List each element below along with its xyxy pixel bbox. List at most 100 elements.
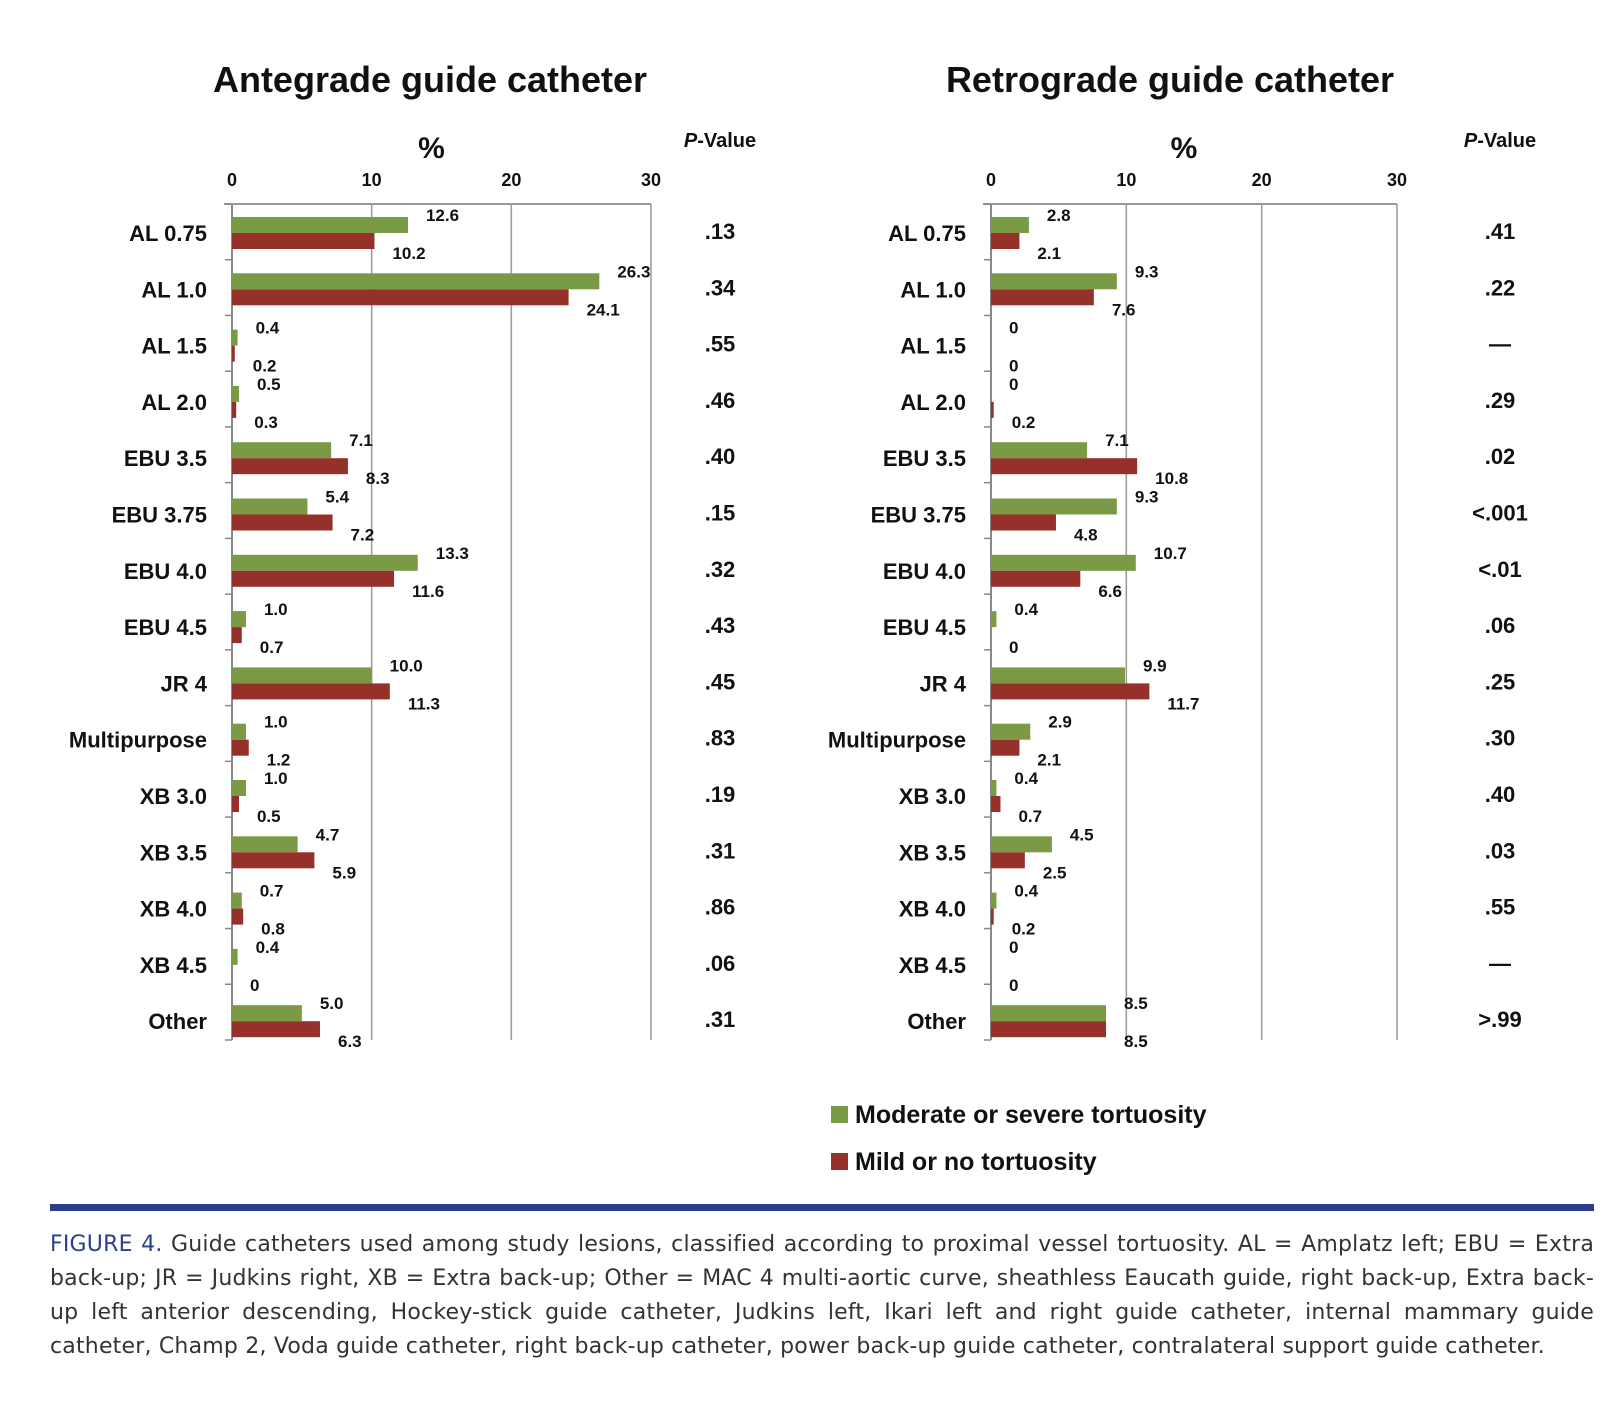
retrograde-bar-moderate-severe (991, 217, 1029, 233)
retrograde-pvalue: .40 (1485, 782, 1516, 807)
retrograde-pvalue: .55 (1485, 895, 1516, 920)
retrograde-x-tick-label: 20 (1252, 170, 1272, 190)
antegrade-bar-mild-none (232, 908, 244, 925)
retrograde-bar-mild-none (991, 1021, 1107, 1038)
retrograde-bar-mild-none (991, 796, 1001, 812)
retrograde-bar-moderate-severe (991, 1005, 1107, 1022)
retrograde-data-label: 2.1 (1037, 751, 1061, 770)
retrograde-bar-mild-none (991, 401, 994, 418)
antegrade-data-label: 12.6 (426, 206, 459, 225)
antegrade-data-label: 7.2 (351, 526, 375, 545)
antegrade-data-label: 0.5 (257, 807, 281, 826)
antegrade-category-label: XB 3.5 (140, 840, 207, 865)
antegrade-bar-moderate-severe (232, 442, 332, 459)
retrograde-pvalue: >.99 (1478, 1007, 1521, 1032)
retrograde-bar-moderate-severe (991, 554, 1136, 571)
retrograde-data-label: 0.4 (1014, 769, 1038, 788)
retrograde-bar-mild-none (991, 570, 1081, 587)
figure-charts: Antegrade guide catheter% P-Value 0 10 20 30 A… (69, 59, 1536, 1176)
antegrade-bar-moderate-severe (232, 554, 418, 571)
antegrade-data-label: 0.2 (253, 357, 277, 376)
retrograde-category-label: AL 0.75 (888, 221, 966, 246)
antegrade-pvalue: .32 (705, 557, 736, 582)
retrograde-category-label: Other (907, 1009, 966, 1034)
antegrade-bar-mild-none (232, 1021, 320, 1038)
retrograde-bar-mild-none (991, 739, 1020, 756)
retrograde-pvalue: .22 (1485, 275, 1516, 300)
retrograde-pvalue: .06 (1485, 613, 1516, 638)
retrograde-bar-mild-none (991, 289, 1094, 306)
retrograde-x-tick-label: 10 (1116, 170, 1136, 190)
retrograde-data-label: 0.2 (1012, 413, 1036, 432)
retrograde-data-label: 7.1 (1105, 431, 1129, 450)
antegrade-pvalue-header: P-Value (684, 130, 756, 152)
retrograde-data-label: 4.5 (1070, 825, 1094, 844)
antegrade-pvalue: .83 (705, 726, 736, 751)
retrograde-data-label: 0.2 (1012, 920, 1036, 939)
antegrade-data-label: 0.5 (257, 375, 281, 394)
retrograde-category-label: XB 4.5 (899, 953, 966, 978)
antegrade-data-label: 0.8 (261, 920, 285, 939)
retrograde-bar-mild-none (991, 908, 994, 925)
antegrade-category-label: XB 3.0 (140, 784, 207, 809)
retrograde-data-label: 2.1 (1037, 244, 1061, 263)
antegrade-data-label: 5.0 (320, 994, 344, 1013)
antegrade-pvalue: .43 (705, 613, 736, 638)
antegrade-data-label: 0.3 (254, 413, 278, 432)
retrograde-bar-mild-none (991, 683, 1150, 700)
antegrade-category-label: XB 4.5 (140, 953, 207, 978)
retrograde-data-label: 0 (1009, 976, 1018, 995)
retrograde-data-label: 8.5 (1124, 994, 1148, 1013)
antegrade-category-label: Other (148, 1009, 207, 1034)
antegrade-x-tick-label: 20 (501, 170, 521, 190)
antegrade-bar-moderate-severe (232, 836, 298, 853)
retrograde-category-label: EBU 3.5 (883, 446, 966, 471)
antegrade-data-label: 0.7 (260, 882, 284, 901)
caption-text: Guide catheters used among study lesions… (50, 1232, 1594, 1359)
antegrade-data-label: 8.3 (366, 469, 390, 488)
antegrade-pvalue: .34 (705, 275, 736, 300)
retrograde-data-label: 0 (1009, 375, 1018, 394)
retrograde-pvalue: .02 (1485, 444, 1516, 469)
retrograde-pvalue: .29 (1485, 388, 1516, 413)
antegrade-category-label: EBU 3.5 (124, 446, 207, 471)
antegrade-data-label: 1.0 (264, 769, 288, 788)
antegrade-data-label: 0.7 (260, 638, 284, 657)
retrograde-category-label: XB 3.5 (899, 840, 966, 865)
retrograde-data-label: 0 (1009, 638, 1018, 657)
retrograde-data-label: 11.7 (1167, 694, 1199, 713)
retrograde-category-label: JR 4 (920, 671, 967, 696)
retrograde-axis-label: % (1171, 132, 1198, 165)
retrograde-data-label: 6.6 (1098, 582, 1122, 601)
antegrade-category-label: JR 4 (161, 671, 208, 696)
retrograde-bar-mild-none (991, 514, 1056, 531)
retrograde-bar-moderate-severe (991, 723, 1031, 740)
retrograde-category-label: XB 4.0 (899, 897, 966, 922)
antegrade-bar-moderate-severe (232, 329, 238, 346)
antegrade-pvalue: .46 (705, 388, 736, 413)
antegrade-data-label: 1.2 (267, 751, 291, 770)
antegrade-data-label: 11.6 (412, 582, 444, 601)
antegrade-data-label: 6.3 (338, 1032, 362, 1051)
antegrade-data-label: 1.0 (264, 713, 288, 732)
antegrade-category-label: AL 2.0 (141, 390, 207, 415)
antegrade-data-label: 1.0 (264, 600, 288, 619)
retrograde-bar-moderate-severe (991, 780, 997, 796)
retrograde-bar-moderate-severe (991, 667, 1125, 684)
retrograde-bar-mild-none (991, 852, 1025, 869)
retrograde-data-label: 9.3 (1135, 262, 1159, 281)
antegrade-category-label: EBU 4.5 (124, 615, 207, 640)
retrograde-bar-moderate-severe (991, 273, 1117, 290)
antegrade-category-label: AL 1.5 (141, 334, 207, 359)
antegrade-data-label: 13.3 (436, 544, 469, 563)
legend-label: Mild or no tortuosity (855, 1148, 1097, 1176)
antegrade-pvalue: .15 (705, 501, 736, 526)
retrograde-bar-moderate-severe (991, 611, 997, 628)
antegrade-data-label: 5.4 (325, 488, 349, 507)
antegrade-bar-moderate-severe (232, 948, 238, 965)
retrograde-data-label: 0.4 (1014, 882, 1038, 901)
antegrade-x-tick-label: 10 (362, 170, 382, 190)
retrograde-pvalue: .25 (1485, 669, 1516, 694)
retrograde-data-label: 7.6 (1112, 300, 1136, 319)
antegrade-data-label: 4.7 (316, 825, 340, 844)
